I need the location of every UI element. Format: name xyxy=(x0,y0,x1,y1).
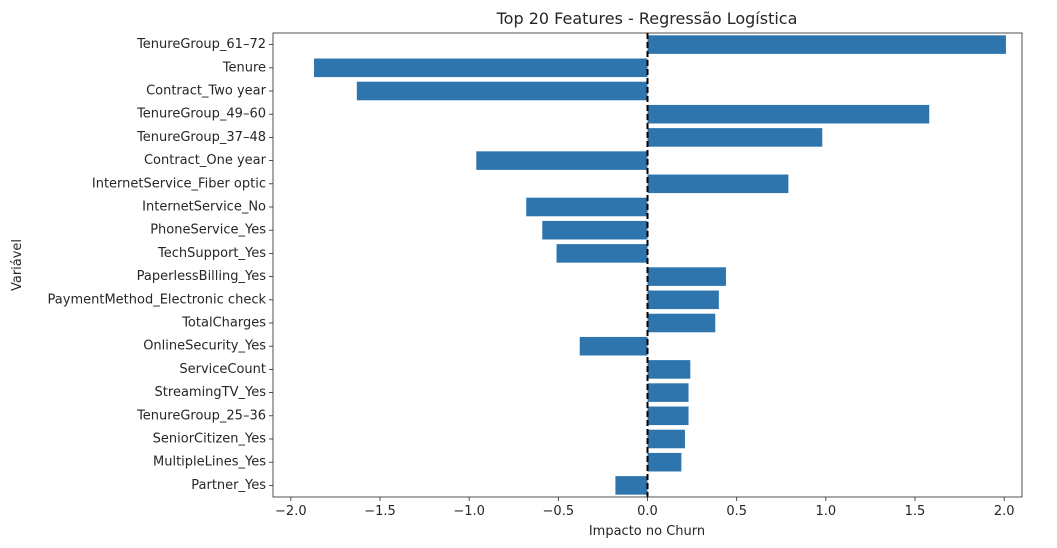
y-axis-title: Variável xyxy=(10,239,25,291)
bar xyxy=(647,429,685,449)
x-tick-label: 1.0 xyxy=(815,504,836,519)
y-tick-label: InternetService_No xyxy=(142,200,266,215)
y-tick-label: TechSupport_Yes xyxy=(157,246,266,261)
x-tick-label: 1.5 xyxy=(905,504,926,519)
y-tick-label: StreamingTV_Yes xyxy=(155,385,267,400)
y-tick-label: TenureGroup_61–72 xyxy=(136,37,266,52)
x-tick-label: 0.5 xyxy=(726,504,747,519)
bar xyxy=(647,406,689,426)
bar xyxy=(647,174,789,194)
bar xyxy=(647,35,1006,54)
y-tick-label: Partner_Yes xyxy=(191,478,266,493)
bar xyxy=(647,313,716,333)
bar xyxy=(356,81,648,101)
y-tick-label: TotalCharges xyxy=(181,316,266,331)
bar xyxy=(542,220,648,240)
bar xyxy=(579,336,648,356)
y-tick-label: PaymentMethod_Electronic check xyxy=(48,292,267,307)
plot-frame xyxy=(272,32,1023,498)
y-tick-label: MultipleLines_Yes xyxy=(153,455,266,470)
category-labels: TenureGroup_61–72 Tenure Contract_Two year… xyxy=(48,37,273,493)
bar xyxy=(647,360,691,379)
y-tick-label: Contract_One year xyxy=(144,153,267,168)
bar xyxy=(647,104,930,124)
bar xyxy=(647,383,689,402)
y-tick-label: Tenure xyxy=(222,60,266,75)
x-tick-label: −1.0 xyxy=(453,504,485,519)
bar xyxy=(647,290,719,310)
bar xyxy=(647,452,682,472)
x-tick-label: −2.0 xyxy=(275,504,307,519)
bar xyxy=(314,58,648,78)
x-tick-label: 2.0 xyxy=(994,504,1015,519)
bar xyxy=(615,476,648,495)
y-tick-label: InternetService_Fiber optic xyxy=(92,176,266,191)
bar xyxy=(647,267,726,286)
y-tick-label: PaperlessBilling_Yes xyxy=(137,269,267,284)
x-axis-title: Impacto no Churn xyxy=(589,524,705,539)
y-tick-label: TenureGroup_49–60 xyxy=(136,107,266,122)
chart-title: Top 20 Features - Regressão Logística xyxy=(496,9,798,28)
y-tick-label: TenureGroup_37–48 xyxy=(136,130,266,145)
x-tick-label: −1.5 xyxy=(364,504,396,519)
y-tick-label: Contract_Two year xyxy=(146,84,267,99)
bar xyxy=(647,128,823,147)
x-axis: −2.0 −1.5 −1.0 −0.5 0.0 0.5 1.0 1.5 2.0 xyxy=(275,497,1015,519)
x-tick-label: 0.0 xyxy=(637,504,658,519)
x-tick-label: −0.5 xyxy=(543,504,575,519)
y-tick-label: TenureGroup_25–36 xyxy=(136,408,266,423)
y-tick-label: ServiceCount xyxy=(179,362,266,377)
bars-group xyxy=(314,35,1006,495)
y-tick-label: SeniorCitizen_Yes xyxy=(153,432,267,447)
y-tick-label: OnlineSecurity_Yes xyxy=(143,339,266,354)
y-tick-label: PhoneService_Yes xyxy=(150,223,266,238)
bar xyxy=(526,197,648,217)
bar xyxy=(556,244,648,263)
bar xyxy=(476,151,648,170)
